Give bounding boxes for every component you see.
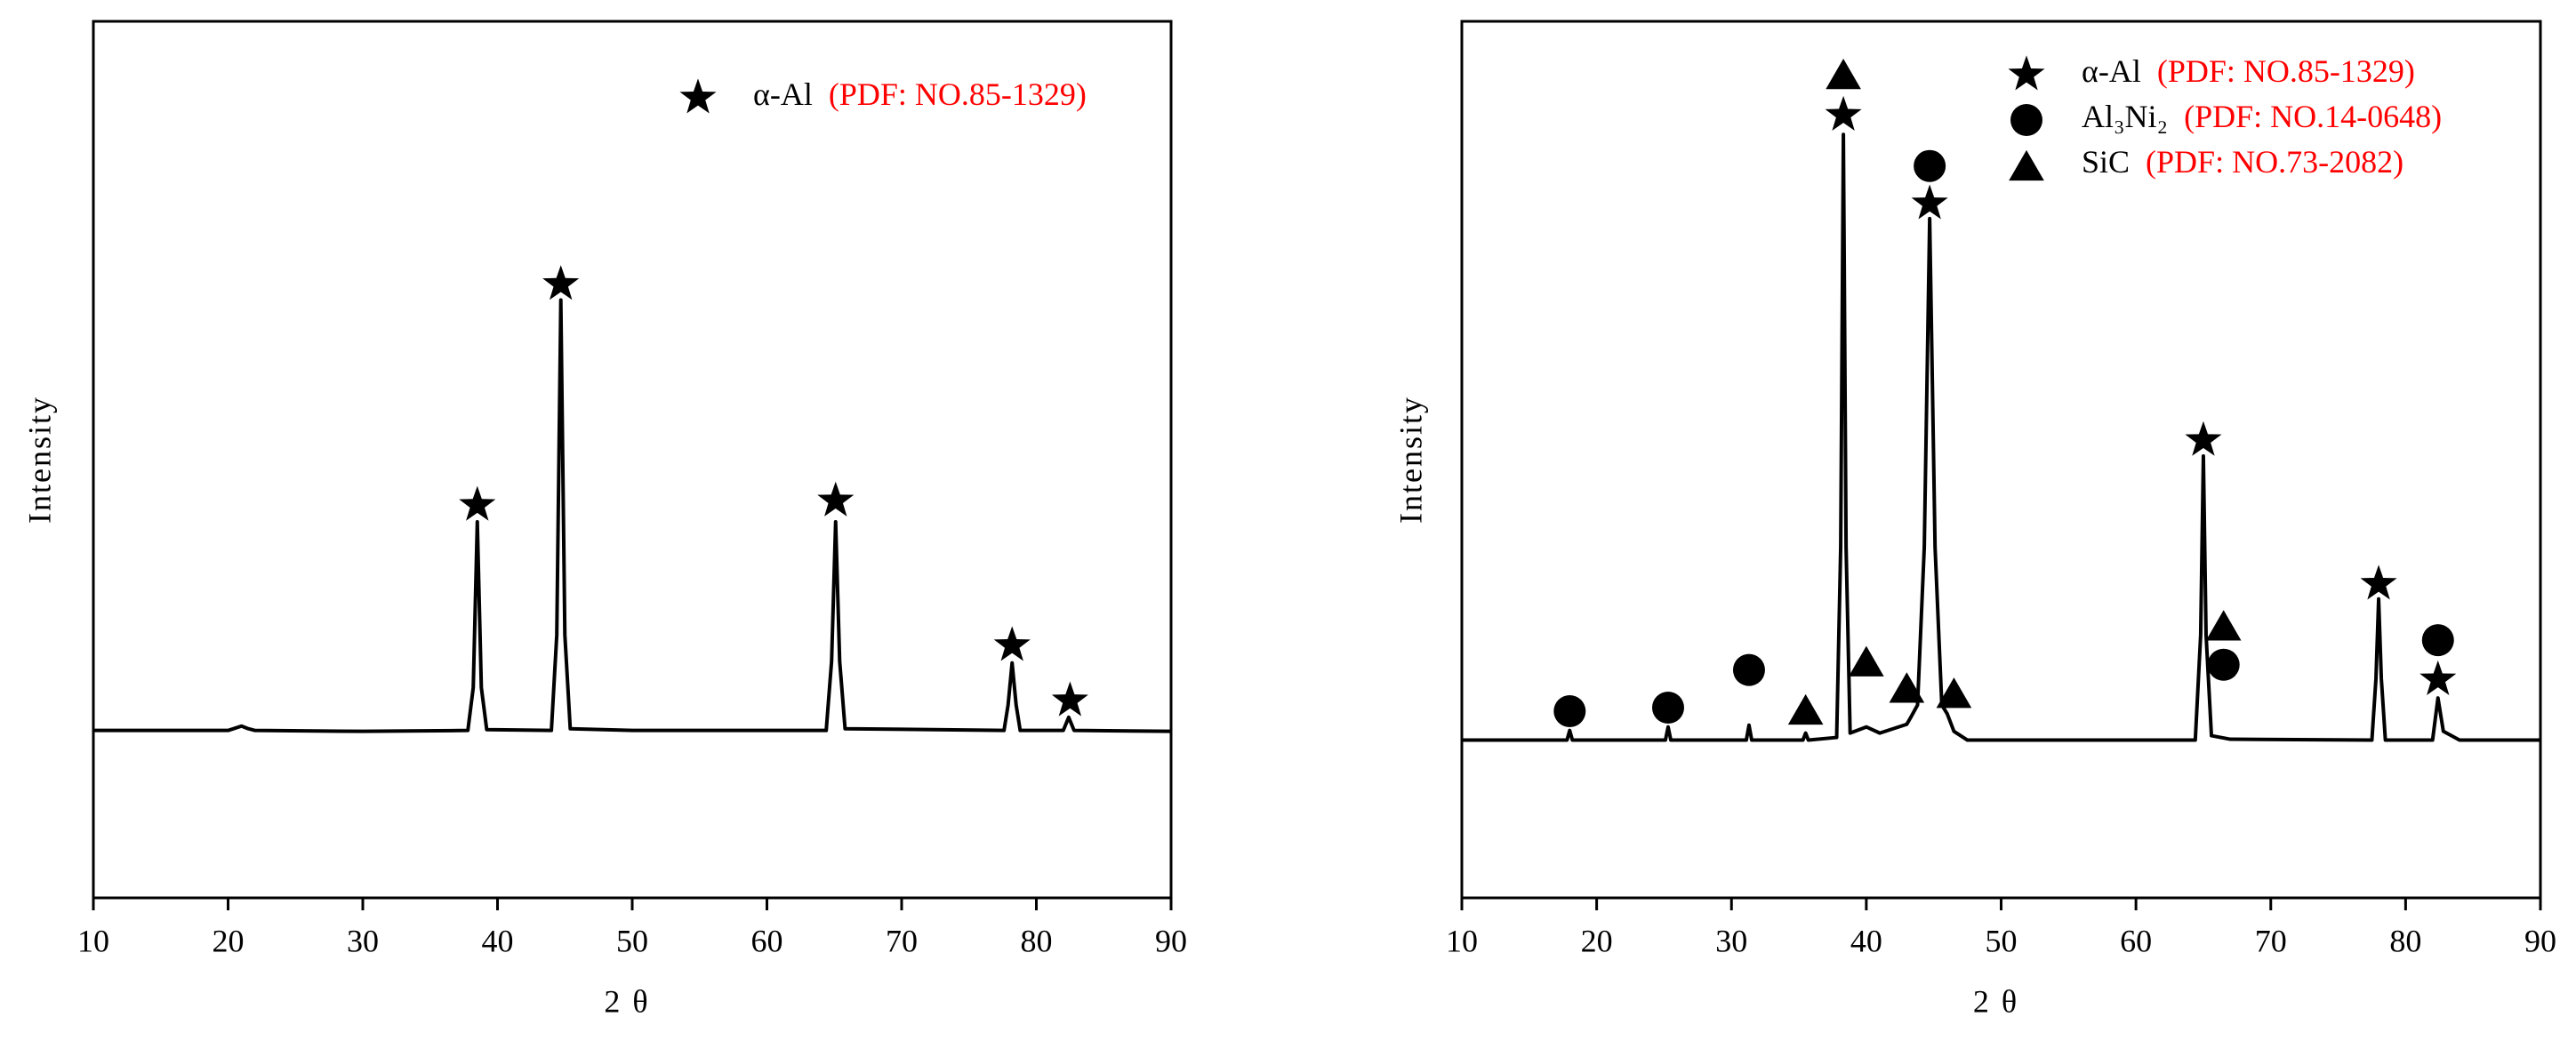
star-marker <box>1911 184 1948 220</box>
x-tick-label: 40 <box>482 923 514 958</box>
x-tick-label: 30 <box>347 923 379 958</box>
legend-symbol <box>2010 104 2042 136</box>
legend-name: Al₃Ni₂ <box>2082 99 2168 134</box>
triangle-marker <box>1889 672 1925 703</box>
xrd-line <box>93 298 1172 733</box>
x-tick-label: 40 <box>1850 923 1882 958</box>
x-tick-label: 90 <box>1155 923 1187 958</box>
x-axis-label: 2θ <box>1973 983 2029 1019</box>
star-marker <box>2185 420 2222 456</box>
x-axis-label: 2θ <box>604 983 660 1019</box>
legend-name: α-Al <box>2082 53 2141 89</box>
x-tick-label: 20 <box>1581 923 1613 958</box>
circle-marker <box>1732 653 1765 686</box>
legend-symbol <box>2008 55 2045 91</box>
x-tick-label: 80 <box>2389 923 2421 958</box>
legend-source: (PDF: NO.14-0648) <box>2184 99 2442 134</box>
x-tick-label: 60 <box>751 923 783 958</box>
plot-frame <box>92 20 1173 900</box>
circle-marker <box>1651 692 1684 725</box>
legend-label: SiC (PDF: NO.73-2082) <box>2082 144 2403 180</box>
y-axis-label: Intensity <box>1392 396 1428 524</box>
triangle-marker <box>2205 610 2242 641</box>
x-tick-label: 90 <box>2524 923 2556 958</box>
circle-marker <box>1914 149 1946 182</box>
star-marker <box>1825 95 1862 131</box>
x-tick-label: 20 <box>213 923 245 958</box>
legend-source: (PDF: NO.85-1329) <box>829 76 1087 112</box>
star-marker <box>1051 681 1088 717</box>
legend-source: (PDF: NO.85-1329) <box>2157 53 2415 89</box>
x-tick-label: 10 <box>77 923 109 958</box>
x-tick-label: 50 <box>616 923 648 958</box>
circle-marker <box>1553 694 1586 727</box>
x-tick-label: 80 <box>1021 923 1053 958</box>
star-marker <box>993 626 1031 661</box>
y-axis-label: Intensity <box>21 396 57 524</box>
legend-label: α-Al (PDF: NO.85-1329) <box>2082 53 2415 89</box>
triangle-marker <box>1849 645 1884 677</box>
x-tick-label: 70 <box>2255 923 2287 958</box>
legend-name: SiC <box>2082 144 2130 180</box>
star-marker <box>542 265 580 300</box>
xrd-line <box>1462 132 2540 742</box>
star-marker <box>459 485 496 521</box>
legend-label: Al₃Ni₂ (PDF: NO.14-0648) <box>2082 99 2442 134</box>
legend-name: α-Al <box>753 76 813 112</box>
legend-label: α-Al (PDF: NO.85-1329) <box>753 76 1087 112</box>
star-marker <box>2420 660 2457 695</box>
legend-source: (PDF: NO.73-2082) <box>2146 144 2403 180</box>
x-tick-label: 10 <box>1446 923 1478 958</box>
legend-symbol <box>2009 149 2044 181</box>
x-tick-label: 60 <box>2120 923 2152 958</box>
x-tick-label: 30 <box>1715 923 1747 958</box>
triangle-marker <box>1787 693 1824 725</box>
triangle-marker <box>1936 677 1972 709</box>
legend-symbol <box>679 78 717 114</box>
x-tick-label: 50 <box>1986 923 2018 958</box>
triangle-marker <box>1826 59 1861 90</box>
x-tick-label: 70 <box>886 923 918 958</box>
star-marker <box>2360 565 2397 600</box>
circle-marker <box>2421 624 2454 657</box>
circle-marker <box>2207 648 2240 681</box>
star-marker <box>817 481 855 516</box>
